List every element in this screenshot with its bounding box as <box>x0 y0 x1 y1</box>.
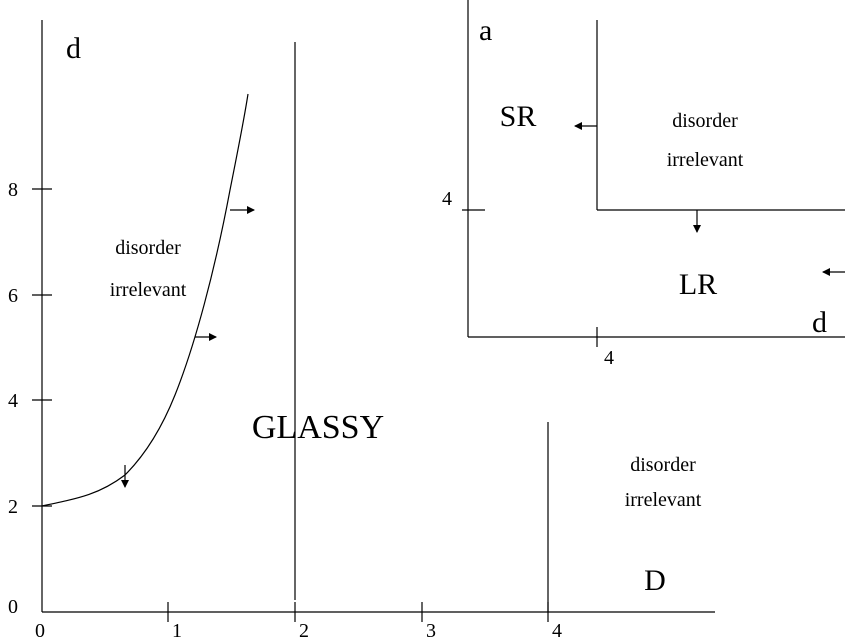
region-label: GLASSY <box>252 409 384 446</box>
inset-tick-label: 4 <box>442 188 452 210</box>
x-tick-label: 2 <box>299 620 309 640</box>
y-tick-label: 2 <box>8 496 18 518</box>
region-label: disorder <box>672 110 738 132</box>
y-axis-label: d <box>66 32 81 65</box>
region-label: SR <box>500 100 537 133</box>
inset <box>462 0 845 347</box>
y-tick-label: 0 <box>8 596 18 618</box>
y-tick-label: 6 <box>8 285 18 307</box>
region-label: D <box>644 564 666 597</box>
x-tick-label: 4 <box>552 620 562 640</box>
y-tick-label: 8 <box>8 179 18 201</box>
region-label: irrelevant <box>667 149 744 171</box>
x-tick-label: 3 <box>426 620 436 640</box>
y-tick-label: 4 <box>8 390 18 412</box>
x-tick-label: 1 <box>172 620 182 640</box>
inset-y-label: a <box>479 14 492 47</box>
x-tick-label: 0 <box>35 620 45 640</box>
inset-tick-label: 4 <box>604 347 614 369</box>
region-label: disorder <box>115 237 181 259</box>
region-label: LR <box>679 268 717 301</box>
phase-boundary <box>41 93 249 507</box>
region-label: irrelevant <box>625 489 702 511</box>
region-label: disorder <box>630 454 696 476</box>
inset-x-label: d <box>812 306 827 339</box>
region-label: irrelevant <box>110 279 187 301</box>
